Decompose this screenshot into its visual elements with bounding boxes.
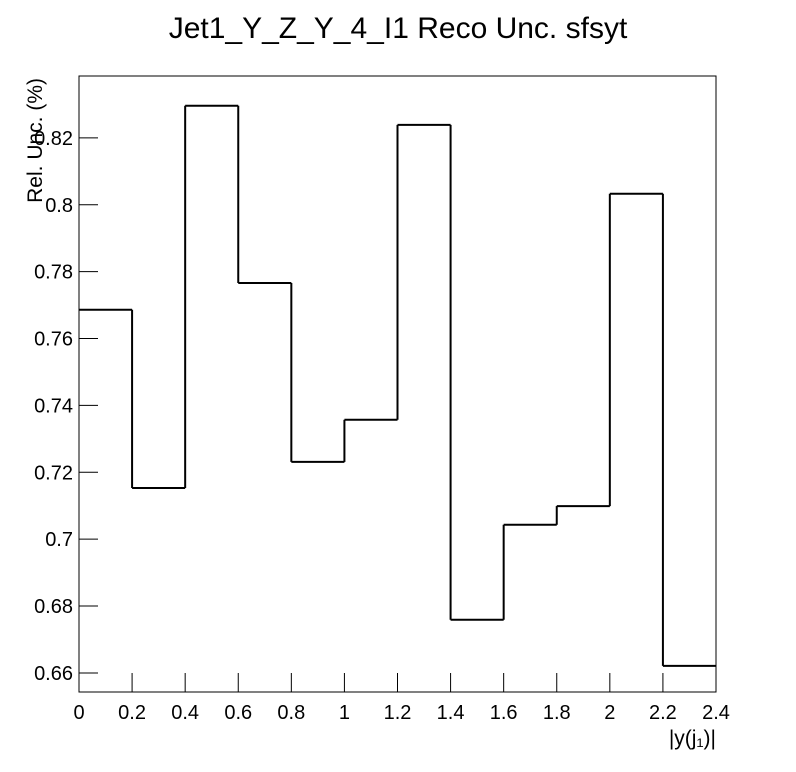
y-tick-label: 0.7 bbox=[45, 529, 73, 551]
y-tick-label: 0.82 bbox=[34, 128, 73, 150]
y-tick-label: 0.72 bbox=[34, 462, 73, 484]
y-tick-label: 0.8 bbox=[45, 195, 73, 217]
x-tick-label: 0 bbox=[73, 702, 84, 724]
y-tick-label: 0.78 bbox=[34, 262, 73, 284]
y-axis-label: Rel. Unc. (%) bbox=[24, 78, 47, 203]
x-tick-label: 0.4 bbox=[171, 702, 199, 724]
x-tick-label: 0.2 bbox=[118, 702, 146, 724]
y-tick-label: 0.66 bbox=[34, 663, 73, 685]
x-tick-label: 2.4 bbox=[702, 702, 730, 724]
x-tick-label: 0.6 bbox=[224, 702, 252, 724]
x-tick-label: 1.8 bbox=[543, 702, 571, 724]
x-axis-label: |y(j₁)| bbox=[669, 727, 716, 750]
y-tick-label: 0.76 bbox=[34, 329, 73, 351]
x-tick-label: 1.4 bbox=[437, 702, 465, 724]
chart-title: Jet1_Y_Z_Y_4_I1 Reco Unc. sfsyt bbox=[169, 12, 628, 45]
y-tick-label: 0.68 bbox=[34, 596, 73, 618]
x-tick-label: 1.6 bbox=[490, 702, 518, 724]
x-tick-label: 2 bbox=[604, 702, 615, 724]
x-tick-label: 0.8 bbox=[277, 702, 305, 724]
x-tick-label: 2.2 bbox=[649, 702, 677, 724]
x-tick-label: 1.2 bbox=[384, 702, 412, 724]
y-tick-label: 0.74 bbox=[34, 395, 73, 417]
x-tick-label: 1 bbox=[339, 702, 350, 724]
